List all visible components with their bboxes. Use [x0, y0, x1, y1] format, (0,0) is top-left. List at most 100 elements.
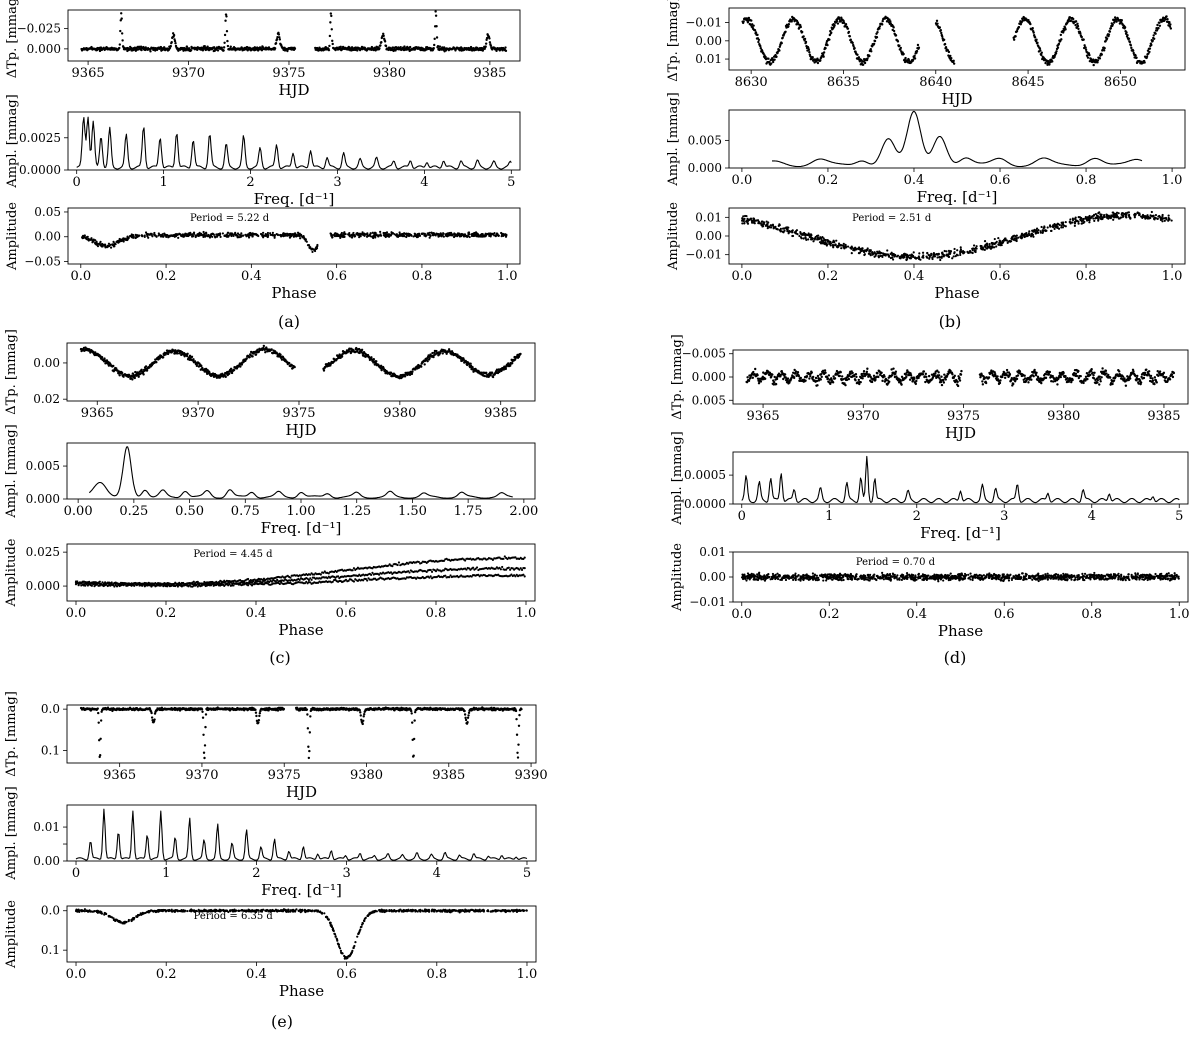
x-tick-label: 0.00 — [64, 504, 93, 519]
x-tick-label: 9380 — [373, 66, 406, 81]
data-point — [384, 232, 387, 235]
data-point — [1061, 222, 1064, 225]
data-point — [424, 235, 427, 238]
y-tick-label: 0.00 — [695, 34, 722, 48]
data-point — [1093, 219, 1096, 223]
data-point — [801, 30, 804, 34]
data-point — [816, 238, 819, 241]
x-tick-label: 1 — [159, 175, 167, 190]
data-point — [940, 31, 943, 35]
data-point — [840, 247, 843, 250]
data-point — [874, 252, 877, 255]
data-point — [157, 234, 160, 237]
data-point — [784, 226, 788, 229]
data-point — [133, 376, 137, 380]
data-point — [330, 14, 333, 18]
data-point — [1087, 215, 1091, 219]
data-point — [770, 224, 773, 227]
data-point — [208, 236, 212, 239]
data-point — [239, 234, 242, 237]
data-point — [753, 220, 756, 223]
data-point — [182, 234, 186, 237]
data-point — [801, 232, 805, 235]
data-point — [378, 47, 381, 50]
data-point — [379, 44, 382, 47]
data-point — [756, 219, 760, 222]
data-point — [828, 38, 831, 41]
data-point — [881, 255, 884, 258]
data-point — [433, 43, 436, 47]
data-point — [772, 227, 775, 230]
data-point — [816, 57, 819, 60]
data-point — [185, 354, 189, 358]
data-point — [385, 231, 389, 234]
data-point — [122, 237, 125, 240]
data-point — [1015, 30, 1019, 33]
data-point — [229, 367, 233, 371]
data-point — [1127, 214, 1130, 217]
y-tick-label: 0.00 — [695, 229, 722, 243]
data-point — [1035, 231, 1039, 234]
data-point — [190, 235, 194, 238]
data-point — [830, 31, 833, 34]
subplot-a-3: 0.0 0.2 0.4 0.6 0.8 1.00.050.00−0.05PhaseAmpl… — [5, 202, 521, 302]
data-point — [446, 235, 449, 238]
y-tick-label: 0.05 — [34, 205, 61, 219]
data-point — [504, 46, 507, 49]
data-point — [1118, 217, 1121, 220]
data-point — [791, 234, 795, 238]
data-point — [326, 577, 329, 580]
data-point — [811, 55, 814, 59]
data-point — [781, 227, 785, 230]
data-point — [347, 350, 350, 353]
data-points — [79, 344, 522, 381]
data-point — [742, 20, 745, 23]
data-point — [980, 245, 983, 248]
y-axis-label: Ampl. [mmag] — [4, 424, 19, 518]
data-point — [495, 368, 499, 371]
data-point — [1060, 226, 1063, 229]
data-point — [414, 368, 417, 371]
data-point — [204, 234, 207, 237]
data-point — [953, 251, 956, 254]
data-point — [89, 238, 92, 241]
axes-frame — [728, 109, 1186, 169]
data-point — [917, 46, 921, 49]
data-point — [766, 226, 769, 230]
data-point — [959, 250, 962, 254]
data-point — [273, 47, 277, 50]
data-point — [464, 559, 467, 562]
x-tick-label: 0.6 — [990, 269, 1011, 284]
data-point — [245, 357, 248, 360]
data-point — [844, 22, 848, 26]
data-point — [842, 242, 845, 245]
data-point — [851, 41, 854, 45]
data-point — [1064, 220, 1067, 224]
data-point — [893, 254, 897, 257]
data-point — [363, 234, 366, 237]
data-point — [239, 365, 242, 368]
y-tick-label: −0.05 — [24, 255, 61, 269]
data-point — [481, 233, 484, 236]
data-point — [171, 32, 175, 35]
data-point — [262, 236, 265, 239]
data-point — [826, 43, 829, 47]
data-point — [1098, 211, 1101, 214]
data-point — [1071, 217, 1075, 220]
data-point — [840, 16, 843, 19]
data-point — [1094, 212, 1097, 216]
data-point — [146, 232, 149, 236]
y-tick-label: 0.00 — [33, 356, 60, 370]
data-point — [220, 46, 223, 49]
data-point — [248, 355, 251, 359]
data-point — [417, 560, 420, 564]
y-tick-label: 0.005 — [688, 133, 722, 147]
data-point — [1088, 221, 1091, 224]
data-point — [948, 250, 952, 253]
data-point — [876, 250, 879, 253]
data-point — [1008, 239, 1011, 243]
data-point — [795, 23, 798, 26]
data-point — [140, 48, 143, 52]
data-point — [837, 244, 841, 247]
